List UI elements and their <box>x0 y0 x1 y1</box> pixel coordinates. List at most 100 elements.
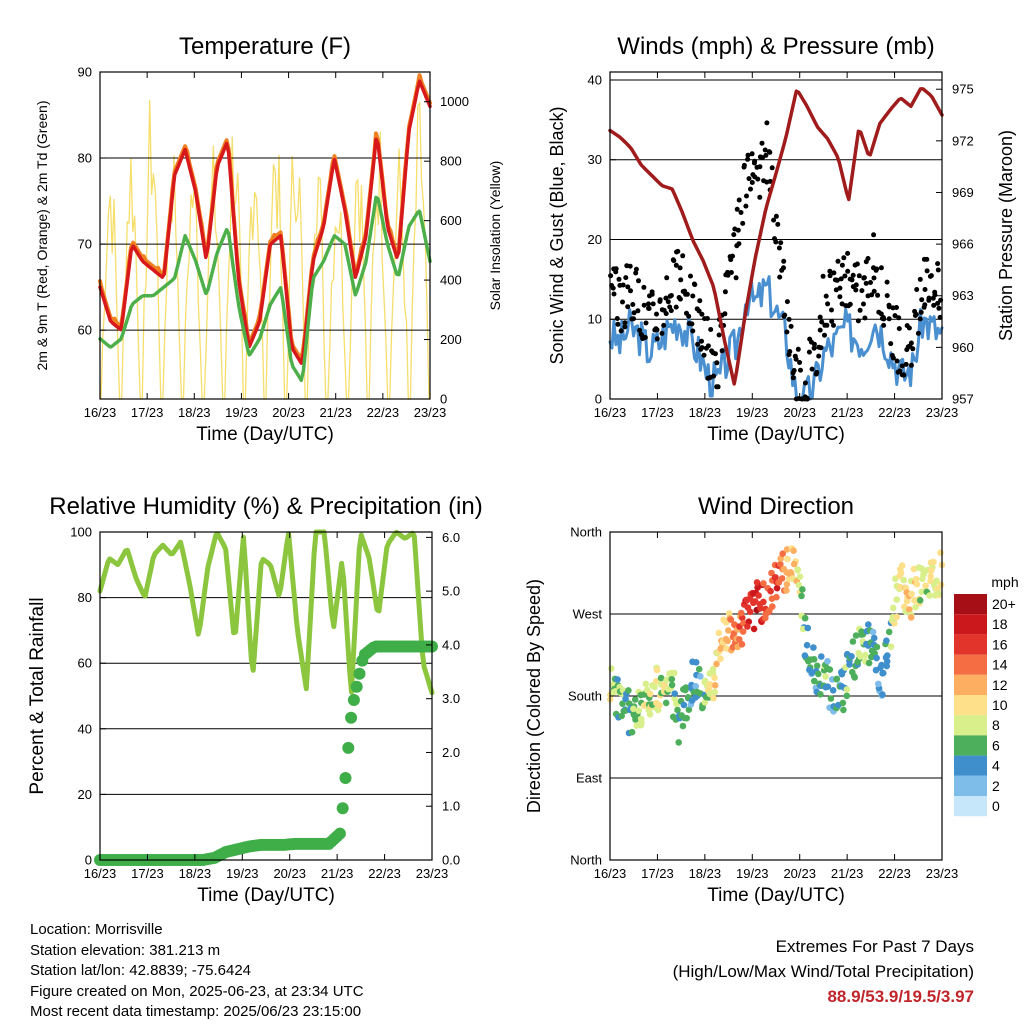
precip-point <box>333 827 346 840</box>
gust-point <box>743 203 749 209</box>
gust-point <box>875 292 881 298</box>
direction-point <box>762 614 769 622</box>
gust-point <box>646 306 652 311</box>
direction-point <box>638 719 645 727</box>
gust-point <box>918 309 924 315</box>
gust-point <box>745 152 751 158</box>
gust-point <box>741 162 747 168</box>
direction-point <box>701 677 709 685</box>
gust-point <box>853 287 859 293</box>
precip-point <box>345 711 358 724</box>
legend-swatch <box>954 755 987 776</box>
precip-point <box>350 680 363 693</box>
gust-point <box>748 186 753 192</box>
gust-point <box>820 273 826 279</box>
temp-y-tick-label: 60 <box>78 323 92 338</box>
direction-point <box>671 690 678 697</box>
direction-point <box>671 695 678 702</box>
gust-point <box>633 266 639 272</box>
gust-point <box>784 329 790 335</box>
direction-point <box>883 637 890 644</box>
gust-point <box>671 258 677 264</box>
gust-point <box>734 206 740 212</box>
dir-y-tick-label: West <box>573 607 603 622</box>
gust-point <box>677 265 683 271</box>
gust-point <box>769 165 775 171</box>
direction-point <box>833 675 841 683</box>
gust-point <box>763 152 769 158</box>
temp-y2-tick-label: 800 <box>440 154 462 169</box>
gust-point <box>795 346 801 352</box>
direction-point <box>662 699 670 707</box>
temp-y2-tick-label: 400 <box>440 273 462 288</box>
gust-point <box>924 268 930 274</box>
direction-point <box>827 695 835 702</box>
wind-x-tick-label: 16/23 <box>594 405 627 420</box>
direction-point <box>907 614 915 621</box>
direction-point <box>796 573 804 580</box>
direction-point <box>674 706 681 714</box>
direction-point <box>657 674 665 682</box>
gust-point <box>797 360 803 365</box>
direction-point <box>710 694 717 702</box>
direction-point <box>937 581 945 589</box>
gust-point <box>811 341 817 347</box>
direction-point <box>727 616 735 623</box>
gust-point <box>715 384 721 390</box>
gust-point <box>811 345 817 351</box>
legend-swatch <box>954 695 987 716</box>
gust-point <box>888 341 894 347</box>
gust-point <box>675 248 681 254</box>
wind-title: Winds (mph) & Pressure (mb) <box>617 33 934 60</box>
gust-point <box>622 320 628 326</box>
gust-point <box>659 330 665 336</box>
gust-point <box>738 210 744 215</box>
rh-y2-tick-label: 0.0 <box>442 853 460 868</box>
gust-point <box>697 298 703 304</box>
direction-point <box>930 558 937 566</box>
gust-point <box>684 291 690 297</box>
dir-title: Wind Direction <box>698 493 854 520</box>
rh-x-tick-label: 22/23 <box>368 866 401 881</box>
wind-y2label: Station Pressure (Maroon) <box>996 130 1016 341</box>
direction-point <box>773 593 780 601</box>
gust-point <box>819 319 825 325</box>
gust-point <box>631 316 636 322</box>
direction-point <box>625 687 632 694</box>
gust-point <box>798 367 803 373</box>
gust-point <box>654 336 660 342</box>
gust-point <box>892 313 898 319</box>
direction-point <box>798 592 805 600</box>
direction-point <box>851 674 858 681</box>
temp-x-tick-label: 23/23 <box>414 405 447 420</box>
gust-point <box>913 311 919 317</box>
direction-point <box>922 582 929 589</box>
legend-label: 18 <box>992 616 1008 632</box>
gust-point <box>926 297 932 303</box>
wind-y2-tick-label: 960 <box>952 340 974 355</box>
gust-point <box>665 299 671 305</box>
gust-point <box>817 314 823 320</box>
dir-x-tick-label: 22/23 <box>878 866 911 881</box>
gust-point <box>704 316 710 321</box>
rh-x-tick-label: 20/23 <box>273 866 306 881</box>
gust-point <box>699 345 705 351</box>
gust-point <box>935 300 941 306</box>
direction-point <box>878 661 885 669</box>
gust-point <box>616 276 622 282</box>
wind-x-tick-label: 20/23 <box>783 405 816 420</box>
direction-point <box>711 682 719 689</box>
direction-point <box>680 701 688 709</box>
wind-y-tick-label: 30 <box>588 152 602 167</box>
gust-point <box>881 316 887 322</box>
extremes-subtitle: (High/Low/Max Wind/Total Precipitation) <box>672 962 974 981</box>
gust-point <box>838 276 844 282</box>
direction-point <box>840 706 847 714</box>
direction-point <box>898 562 906 569</box>
gust-point <box>818 345 824 351</box>
direction-point <box>908 590 915 598</box>
direction-point <box>889 604 897 612</box>
gust-point <box>744 193 749 199</box>
gust-point <box>762 147 768 153</box>
gust-point <box>824 322 830 328</box>
